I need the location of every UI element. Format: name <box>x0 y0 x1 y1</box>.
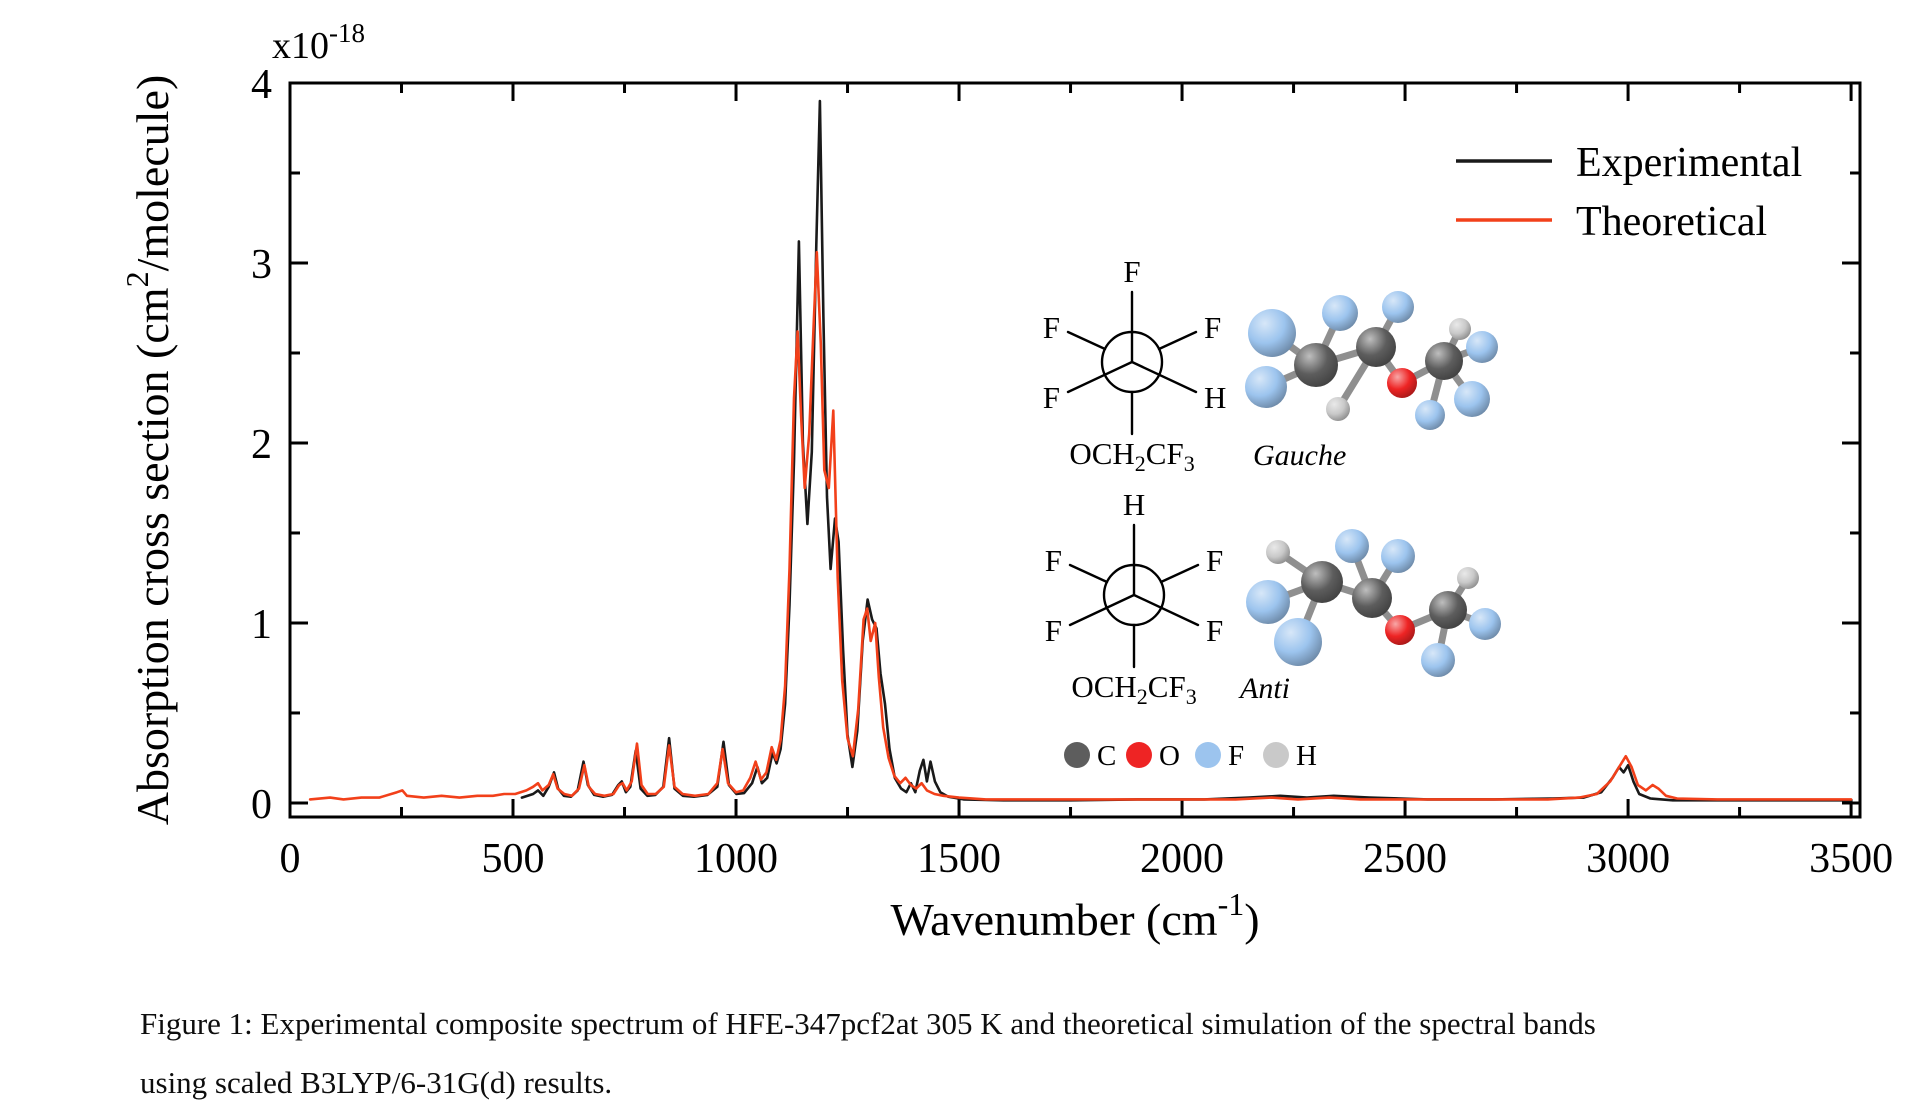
substituent-label: F <box>1206 613 1223 648</box>
substituent-label: F <box>1123 254 1140 289</box>
carbon-key-label: C <box>1097 740 1116 772</box>
substituent-label-och2cf3: OCH2CF3 <box>1071 669 1196 709</box>
newman-bonds <box>1068 523 1200 669</box>
anti-newman-projection: H F F F F OCH2CF3 <box>1045 487 1224 709</box>
substituent-label: F <box>1043 380 1060 415</box>
x-tick-label: 3500 <box>1809 836 1893 882</box>
atoms <box>1246 529 1501 677</box>
x-tick-label: 2000 <box>1140 836 1224 882</box>
axis-ticks <box>288 81 1860 817</box>
gauche-3d-model <box>1245 291 1498 430</box>
substituent-label-och2cf3: OCH2CF3 <box>1069 436 1194 476</box>
carbon-key-dot <box>1064 742 1090 768</box>
substituent-label: H <box>1204 380 1226 415</box>
x-tick-label: 500 <box>482 836 545 882</box>
y-axis-title: Absorption cross section (cm2/molecule) <box>119 75 178 826</box>
chart-legend: Experimental Theoretical <box>1456 140 1802 245</box>
y-tick-label: 3 <box>251 242 272 288</box>
substituent-label: F <box>1206 543 1223 578</box>
anti-label: Anti <box>1238 672 1290 705</box>
substituent-label: F <box>1045 613 1062 648</box>
fluorine-key-dot <box>1195 742 1221 768</box>
spectrum-figure: 0 500 1000 1500 2000 2500 3000 3500 0 1 2 3 4 x10-18… <box>119 18 1893 945</box>
spectra-curves <box>308 99 1853 802</box>
plot-frame <box>288 81 1862 819</box>
newman-bonds <box>1066 290 1198 436</box>
y-tick-label: 4 <box>251 62 272 108</box>
substituent-label: F <box>1204 310 1221 345</box>
atoms <box>1245 291 1498 430</box>
x-axis-title: Wavenumber (cm-1) <box>890 886 1259 945</box>
theoretical-legend-label: Theoretical <box>1576 199 1767 245</box>
y-tick-label: 2 <box>251 422 272 468</box>
gauche-label: Gauche <box>1253 439 1346 472</box>
axis-tick-labels: 0 500 1000 1500 2000 2500 3000 3500 0 1 2 3 4 <box>251 62 1893 882</box>
fluorine-key-label: F <box>1228 740 1244 772</box>
y-axis-offset-label: x10-18 <box>272 18 365 67</box>
figure-caption: Figure 1: Experimental composite spectru… <box>140 995 1790 1113</box>
anti-3d-model <box>1246 529 1501 677</box>
substituent-label: F <box>1045 543 1062 578</box>
atom-color-key: C O F H <box>1064 740 1317 772</box>
hydrogen-key-dot <box>1263 742 1289 768</box>
hydrogen-key-label: H <box>1296 740 1317 772</box>
y-tick-label: 1 <box>251 602 272 648</box>
x-tick-label: 0 <box>280 836 301 882</box>
x-tick-label: 1000 <box>694 836 778 882</box>
oxygen-key-dot <box>1126 742 1152 768</box>
caption-line-1: Figure 1: Experimental composite spectru… <box>140 1006 1596 1041</box>
experimental-legend-label: Experimental <box>1576 140 1802 186</box>
x-tick-label: 1500 <box>917 836 1001 882</box>
gauche-newman-projection: F F F F H OCH2CF3 <box>1043 254 1227 476</box>
y-tick-label: 0 <box>251 782 272 828</box>
substituent-label: H <box>1123 487 1145 522</box>
theoretical-curve <box>308 250 1853 801</box>
substituent-label: F <box>1043 310 1060 345</box>
x-tick-label: 2500 <box>1363 836 1447 882</box>
oxygen-key-label: O <box>1159 740 1180 772</box>
caption-line-2: using scaled B3LYP/6-31G(d) results. <box>140 1064 613 1100</box>
x-tick-label: 3000 <box>1586 836 1670 882</box>
